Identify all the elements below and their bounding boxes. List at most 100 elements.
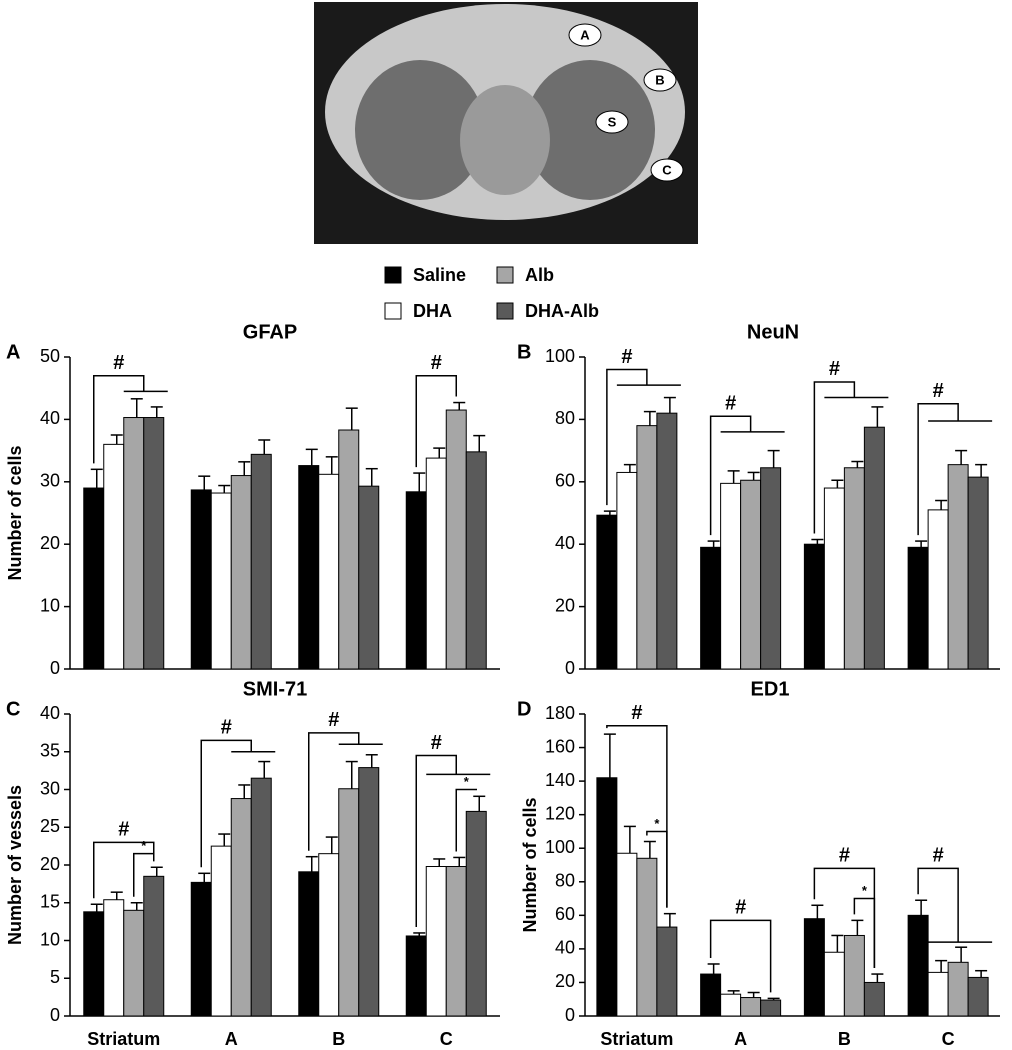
y-tick-label: 40 (40, 703, 60, 723)
chart-title: ED1 (751, 678, 790, 700)
bar (405, 491, 427, 670)
y-tick-label: 60 (555, 471, 575, 491)
legend-label: Saline (413, 265, 466, 285)
bar (760, 999, 782, 1017)
bracket-line (813, 381, 856, 534)
y-tick-label: 40 (40, 408, 60, 428)
y-tick-label: 0 (50, 1005, 60, 1025)
bar (596, 514, 618, 670)
bar (425, 457, 447, 670)
chart-title: GFAP (243, 321, 297, 343)
bar (298, 871, 320, 1017)
significance-mark: # (431, 732, 442, 754)
y-tick-label: 25 (40, 816, 60, 836)
legend-swatch (384, 266, 402, 284)
bar (616, 852, 638, 1017)
bar (843, 934, 865, 1017)
x-tick-label: A (734, 1029, 747, 1049)
y-tick-label: 5 (50, 967, 60, 987)
bracket-line (93, 841, 155, 899)
bar (656, 412, 678, 670)
bar (338, 429, 360, 670)
bar (83, 487, 105, 670)
image-label: B (655, 72, 664, 87)
significance-mark: # (631, 702, 642, 724)
y-tick-label: 120 (545, 803, 575, 823)
x-tick-label: Striatum (600, 1029, 673, 1049)
bracket-line (455, 788, 477, 852)
y-tick-label: 30 (40, 471, 60, 491)
chart-title: SMI-71 (243, 678, 307, 700)
y-tick-label: 20 (555, 595, 575, 615)
y-tick-label: 180 (545, 703, 575, 723)
y-tick-label: 0 (50, 658, 60, 678)
significance-mark: * (464, 774, 470, 789)
y-tick-label: 160 (545, 736, 575, 756)
image-striatum-right (525, 60, 655, 200)
legend-swatch (496, 266, 514, 284)
bar (803, 918, 825, 1017)
bar (740, 479, 762, 670)
bar (823, 487, 845, 670)
y-tick-label: 35 (40, 741, 60, 761)
significance-mark: # (829, 358, 840, 380)
panel-letter: D (517, 698, 531, 720)
y-axis-label: Number of cells (5, 445, 25, 580)
bracket-line (133, 852, 155, 897)
y-tick-label: 15 (40, 892, 60, 912)
bar (636, 857, 658, 1017)
x-tick-label: B (838, 1029, 851, 1049)
bar (190, 881, 212, 1017)
bar (947, 464, 969, 670)
bracket-line (93, 374, 145, 464)
bar (210, 492, 232, 670)
label-bubble (650, 158, 684, 182)
bar (907, 546, 929, 670)
bracket-line (606, 368, 648, 506)
bar (656, 926, 678, 1017)
significance-mark: # (118, 819, 129, 841)
bar (823, 951, 845, 1017)
bar (967, 976, 989, 1017)
y-tick-label: 40 (555, 533, 575, 553)
y-tick-label: 100 (545, 346, 575, 366)
bar (740, 997, 762, 1017)
label-bubble (643, 68, 677, 92)
bar (927, 509, 949, 670)
bar (123, 909, 145, 1017)
legend-swatch (496, 302, 514, 320)
y-tick-label: 20 (40, 854, 60, 874)
bar (103, 899, 125, 1017)
bar (803, 543, 825, 670)
bar (445, 866, 467, 1017)
bar (700, 546, 722, 670)
bar (720, 482, 742, 670)
significance-mark: # (933, 380, 944, 402)
bar (445, 409, 467, 670)
bar (318, 853, 340, 1017)
y-tick-label: 60 (555, 904, 575, 924)
bar (190, 489, 212, 670)
image-label: S (608, 114, 617, 129)
y-tick-label: 20 (40, 533, 60, 553)
bracket-line (709, 415, 752, 536)
bar (143, 417, 165, 670)
bar (83, 911, 105, 1017)
brain-image: A B S C (314, 2, 698, 244)
bar (230, 798, 252, 1017)
image-label: C (662, 162, 672, 177)
bar (967, 476, 989, 670)
bar (298, 465, 320, 670)
bracket-line (917, 403, 959, 536)
bracket-line (646, 830, 668, 908)
y-tick-label: 0 (565, 658, 575, 678)
bar (636, 425, 658, 670)
bar (425, 866, 447, 1017)
significance-mark: * (654, 816, 660, 831)
x-tick-label: C (942, 1029, 955, 1049)
significance-mark: # (725, 393, 736, 415)
legend-label: DHA (413, 301, 452, 321)
significance-mark: # (113, 352, 124, 374)
bracket-line (606, 724, 668, 908)
bar (123, 417, 145, 670)
